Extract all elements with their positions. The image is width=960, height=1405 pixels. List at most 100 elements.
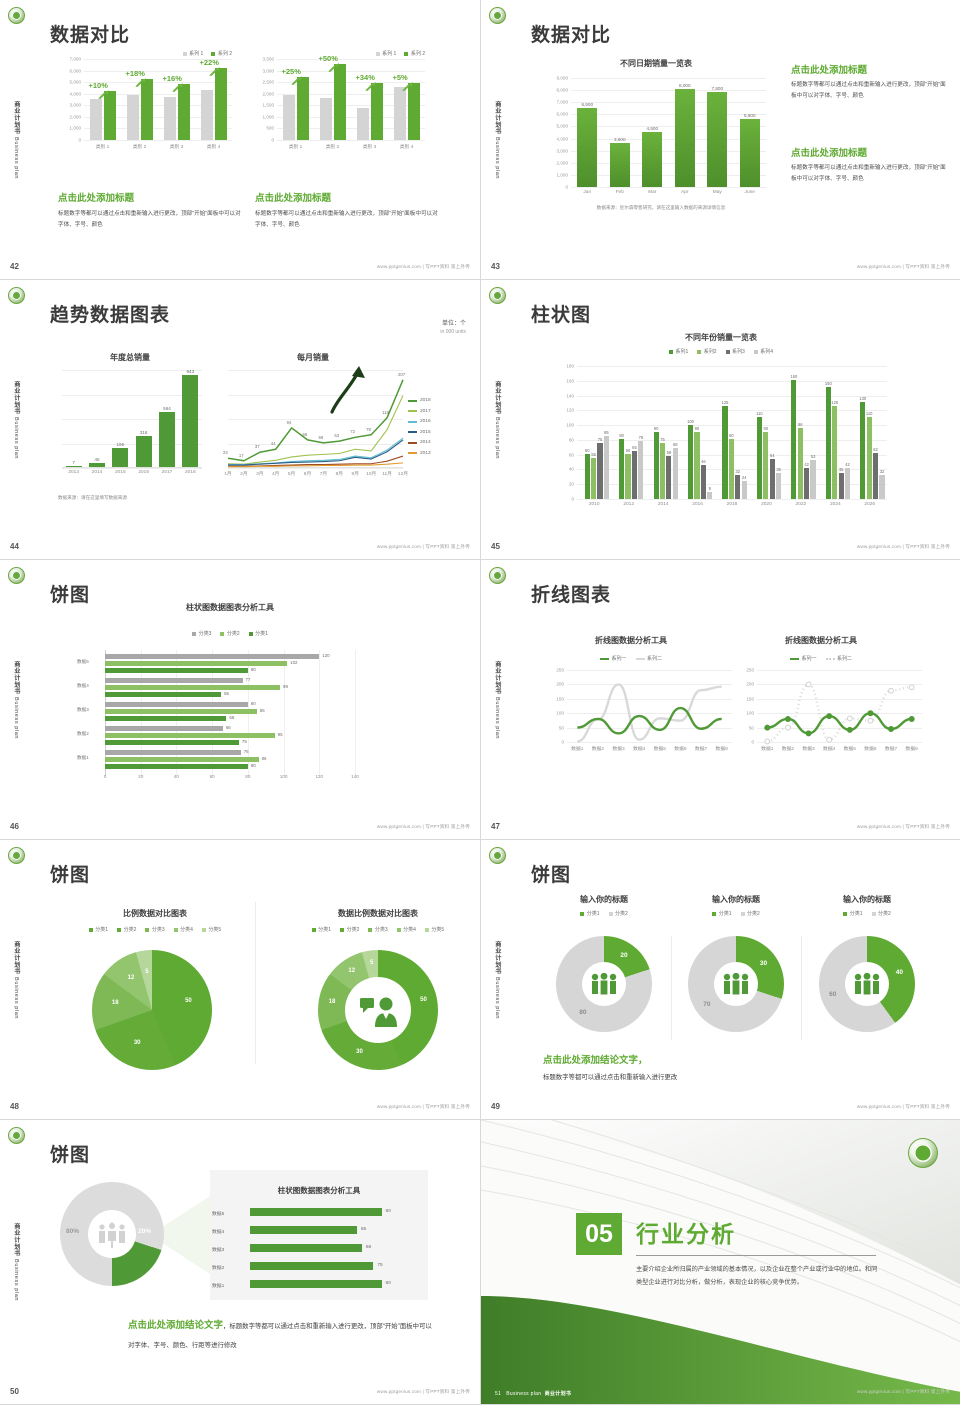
bar: 3,600 <box>609 137 630 187</box>
bar: 65 <box>631 445 638 499</box>
legend-item: 分类2 <box>220 630 240 637</box>
growth-arrow <box>97 87 109 99</box>
x-axis-label: 2022 <box>795 502 807 507</box>
slide-44[interactable]: 商业计划书 Business plan 趋势数据图表 单位：个 in 000 u… <box>0 280 480 560</box>
bar-panel-title: 柱状图数据图表分析工具 <box>277 1186 361 1195</box>
axis-tick-label: 80 <box>568 437 574 443</box>
sidebar-label-en: Business plan <box>12 696 19 739</box>
line-chart-title-2: 折线图数据分析工具 <box>785 636 857 645</box>
legend-swatch <box>843 911 848 916</box>
legend-swatch <box>117 927 122 932</box>
bar-list: 数据5 80 数据4 65 数据3 68 数据2 75 数据1 80 <box>212 1208 410 1300</box>
point-label: 118 <box>382 409 389 415</box>
bar-value-label: 75 <box>377 1263 383 1268</box>
x-axis-label: 12月 <box>397 472 409 477</box>
donut-title: 输入你的标题 <box>712 895 760 904</box>
slide-47[interactable]: 商业计划书 Business plan 折线图表 折线图数据分析工具 系列一 系列… <box>480 560 960 840</box>
slide-51[interactable]: 05 行业分析 主要介绍企业所归属的产业领域的基本情况，以及企业在整个产业或行业… <box>480 1120 960 1405</box>
bar-gray <box>89 99 102 140</box>
axis-tick-label: 4,000 <box>69 91 82 97</box>
x-axis-label: 2026 <box>864 502 876 507</box>
delta-label: +5% <box>392 72 408 82</box>
axis-tick-label: 1,500 <box>262 102 275 108</box>
block-heading: 点击此处添加标题 <box>791 65 868 76</box>
growth-arrow-icon <box>171 83 183 93</box>
line-chart-title: 每月销量 <box>297 353 329 362</box>
x-axis-label: 40 <box>173 774 179 779</box>
bar-value-label: 150 <box>824 381 832 387</box>
growth-arrow-icon <box>97 89 109 99</box>
brand-logo-icon <box>8 847 25 864</box>
x-axis-label: 4月 <box>271 472 280 477</box>
legend-swatch <box>712 911 717 916</box>
line-series <box>764 681 915 745</box>
bar: 42 <box>804 462 810 499</box>
hbar-value-label: 66 <box>225 725 231 730</box>
donut-legend: 分类1 分类2 <box>668 910 804 917</box>
unit-label-en: in 000 units <box>440 329 466 335</box>
sidebar-label-en: Business plan <box>12 1259 19 1302</box>
donut-graphic <box>318 950 438 1070</box>
legend-item: 系列一 <box>599 655 627 662</box>
bar-value-label: 9 <box>708 486 711 492</box>
bar: 4,500 <box>642 126 663 187</box>
legend-swatch <box>668 349 673 354</box>
hbar-value-label: 95 <box>277 732 283 737</box>
slide-43[interactable]: 商业计划书 Business plan 数据对比 不同日期销量一览表 0 1,00… <box>480 0 960 280</box>
slide-42[interactable]: 商业计划书 Business plan 数据对比 系列 1 系列 2 0 1,00… <box>0 0 480 280</box>
axis-tick-label: 20 <box>568 481 574 487</box>
bar-value-label: 46 <box>701 458 706 464</box>
bar <box>250 1226 357 1234</box>
chart-source: 数据来源：尼尔森零售研究，请在这里输入数据的来源详情信息 <box>596 205 726 210</box>
bar: 96 <box>797 422 803 499</box>
bar: 60 <box>625 448 631 499</box>
x-axis-label: 数据1 <box>761 747 774 752</box>
donut-title: 输入你的标题 <box>580 895 628 904</box>
axis-tick-label: 1,000 <box>69 125 82 131</box>
slice-label: 5 <box>369 959 374 966</box>
hbar <box>105 757 259 762</box>
slide-50[interactable]: 商业计划书 Business plan 饼图 80% 20% 柱状图数据图表分析工… <box>0 1120 480 1405</box>
legend-label: 2017 <box>420 408 431 414</box>
page-number: 42 <box>10 262 19 271</box>
hbar-value-label: 65 <box>224 691 229 696</box>
conclusion-heading: 点击此处添加结论文字 <box>128 1320 224 1331</box>
pie-graphic <box>92 950 212 1070</box>
x-axis-label: 2017 <box>161 470 173 475</box>
donut-chart: 50 30 18 12 5 <box>318 950 438 1070</box>
chart-title: 不同日期销量一览表 <box>620 59 692 68</box>
gridline <box>84 59 232 60</box>
x-axis-label: 2024 <box>829 502 841 507</box>
bar: 75 <box>659 437 666 499</box>
bar-chart: 0 1,000 2,000 3,000 4,000 5,000 6,000 7,000 8,00… <box>557 76 766 195</box>
people-group-icon <box>723 973 749 995</box>
hbar-value-label: 86 <box>261 756 267 761</box>
donut-hole <box>345 977 411 1043</box>
axis-tick-label: 0 <box>751 739 754 745</box>
slide-48[interactable]: 商业计划书 Business plan 饼图 比例数据对比图表 分类1 分类2 分类… <box>0 840 480 1120</box>
bar-value-label: 7,800 <box>711 85 724 91</box>
x-axis-label: 数据7 <box>884 747 898 752</box>
legend-item: 系列3 <box>725 348 745 355</box>
gridline <box>567 742 732 743</box>
legend-label: 2016 <box>420 419 431 425</box>
sidebar-label-en: Business plan <box>12 136 19 179</box>
sidebar-label-cn: 商业计划书 <box>12 1222 20 1257</box>
point-label: 94 <box>286 419 292 425</box>
gridline <box>62 468 202 469</box>
grouped-bar-chart: 0 20 40 60 80 100 120 140 160 180 60 55 75 85 2010 80 60… <box>566 364 887 507</box>
slide-46[interactable]: 商业计划书 Business plan 饼图 柱状图数据图表分析工具 分类3 分类… <box>0 560 480 840</box>
slide-45[interactable]: 商业计划书 Business plan 柱状图 不同年份销量一览表 系列1 系列2… <box>480 280 960 560</box>
bar: 943 <box>182 369 199 467</box>
slide-49[interactable]: 商业计划书 Business plan 饼图 输入你的标题 分类1 分类2 20 80 输… <box>480 840 960 1120</box>
x-axis-label: 2014 <box>657 502 669 507</box>
x-axis-label: 数据5 <box>653 747 666 752</box>
bar: 110 <box>756 411 763 499</box>
legend-item: 2018 <box>408 398 431 403</box>
legend-label: 分类2 <box>747 911 760 917</box>
brand-logo-icon <box>489 7 506 24</box>
people-group-icon <box>854 973 880 995</box>
gridline <box>571 162 766 164</box>
chart-title: 柱状图数据图表分析工具 <box>186 603 274 612</box>
